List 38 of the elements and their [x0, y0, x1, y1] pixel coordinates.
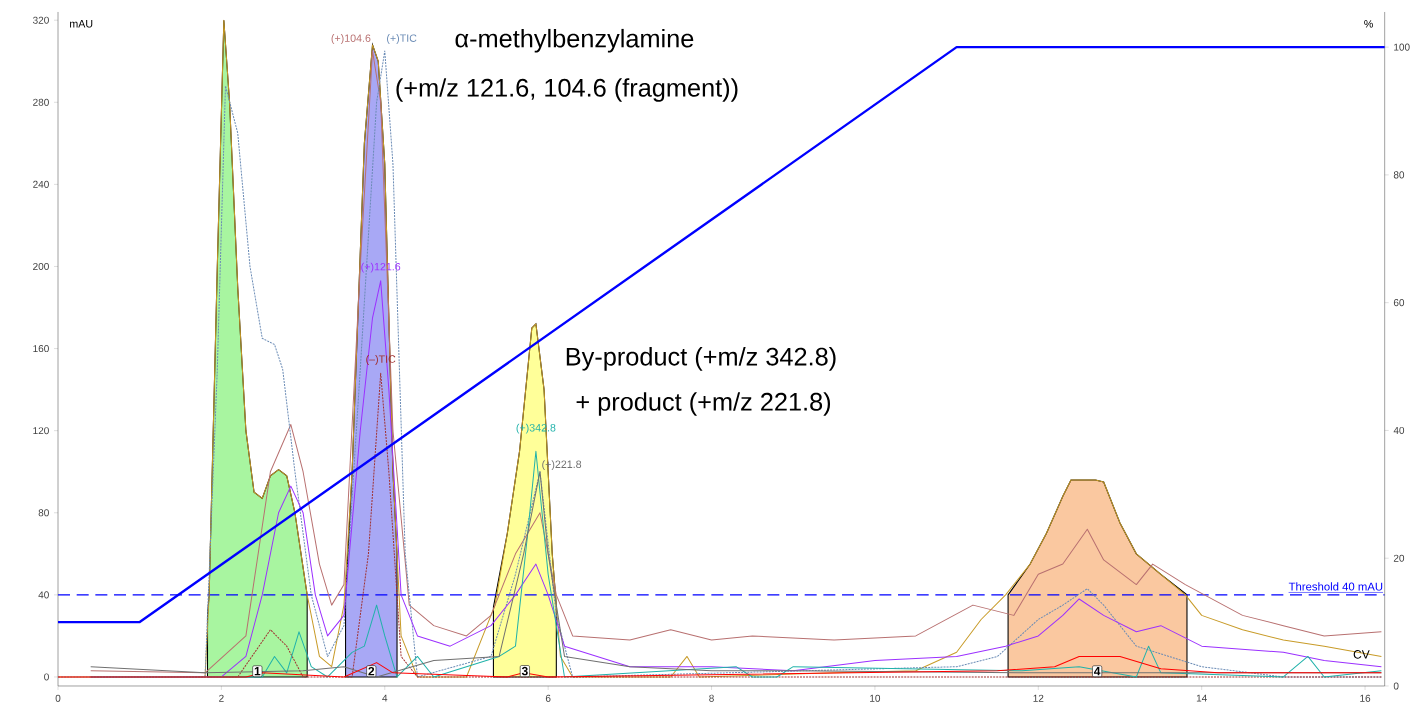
x-tick-label: 14	[1196, 694, 1207, 702]
y2-tick-label: 60	[1393, 299, 1405, 307]
x-tick-label: 10	[870, 694, 881, 702]
y2-tick-label: 80	[1393, 171, 1405, 179]
series-label: (+)TIC	[387, 34, 417, 45]
y-tick-label: 280	[33, 98, 49, 106]
x-tick-label: 8	[709, 694, 714, 702]
annotation: CV	[1353, 650, 1370, 659]
y2-tick-label: 20	[1393, 554, 1405, 562]
y-tick-label: 240	[33, 180, 49, 188]
annotation: 4	[1093, 667, 1101, 676]
y-tick-label: 320	[32, 16, 49, 24]
annotation: 2	[368, 666, 375, 676]
y-tick-label: 40	[38, 591, 49, 599]
y-tick-label: 160	[33, 345, 49, 353]
ref-line-label: Threshold 40 mAU	[1288, 582, 1383, 591]
y-tick-label: 120	[33, 427, 49, 435]
y2-tick-label: 100	[1394, 43, 1410, 51]
x-tick-label: 12	[1033, 694, 1044, 702]
y-tick-label: 200	[33, 262, 49, 271]
annotation: By-product (+m/z 342.8)	[566, 347, 836, 371]
x-tick-label: 16	[1360, 694, 1371, 702]
series-label: (+)104.6	[331, 34, 371, 45]
x-tick-label: 0	[55, 694, 61, 702]
annotation: + product (+m/z 221.8)	[576, 392, 831, 416]
annotation: (+m/z 121.6, 104.6 (fragment))	[396, 78, 738, 102]
x-tick-label: 4	[382, 694, 388, 702]
y2-tick-label: 40	[1393, 426, 1405, 434]
y2-tick-label: 0	[1393, 682, 1399, 690]
x-tick-label: 2	[219, 694, 224, 702]
y2-axis-title: %	[1364, 20, 1373, 28]
y-tick-label: 80	[38, 509, 49, 517]
y-axis-title: mAU	[70, 20, 93, 28]
annotation: α-methylbenzylamine	[455, 28, 694, 53]
x-tick-label: 6	[545, 694, 551, 702]
y-tick-label: 0	[44, 673, 49, 681]
annotation: 3	[521, 666, 528, 676]
annotation: 1	[254, 667, 261, 676]
